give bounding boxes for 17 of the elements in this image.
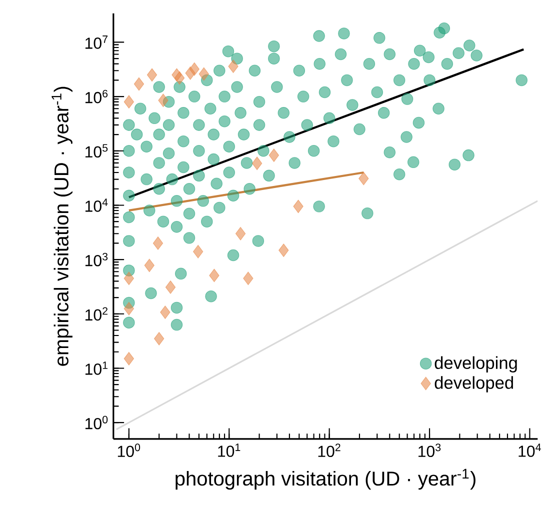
y-tick-label: 10$^{7}$ [85,36,108,50]
y-tick-label: 10$^{2}$ [85,307,108,321]
x-tick-label: 10$^{2}$ [318,444,340,458]
y-tick-label: 10$^{3}$ [85,253,108,266]
y-tick-label: 10$^{4}$ [85,198,108,212]
x-tick-label: 10$^{3}$ [418,444,441,458]
x-tick-label: 10$^{0}$ [118,444,140,458]
y-tick-label: 10$^{0}$ [85,416,108,430]
x-axis-title: photograph visitation (UD · year$^{-1}$) [176,469,476,490]
legend-label: developing [434,356,517,373]
y-tick-label: 10$^{1}$ [85,362,108,376]
x-tick-label: 10$^{1}$ [218,444,240,458]
y-axis-title: empirical visitation (UD · year$^{-1}$) [52,86,72,366]
legend-label: developed [434,376,513,393]
y-tick-label: 10$^{5}$ [85,144,108,158]
y-tick-label: 10$^{6}$ [85,90,108,104]
x-tick-label: 10$^{4}$ [518,444,541,458]
